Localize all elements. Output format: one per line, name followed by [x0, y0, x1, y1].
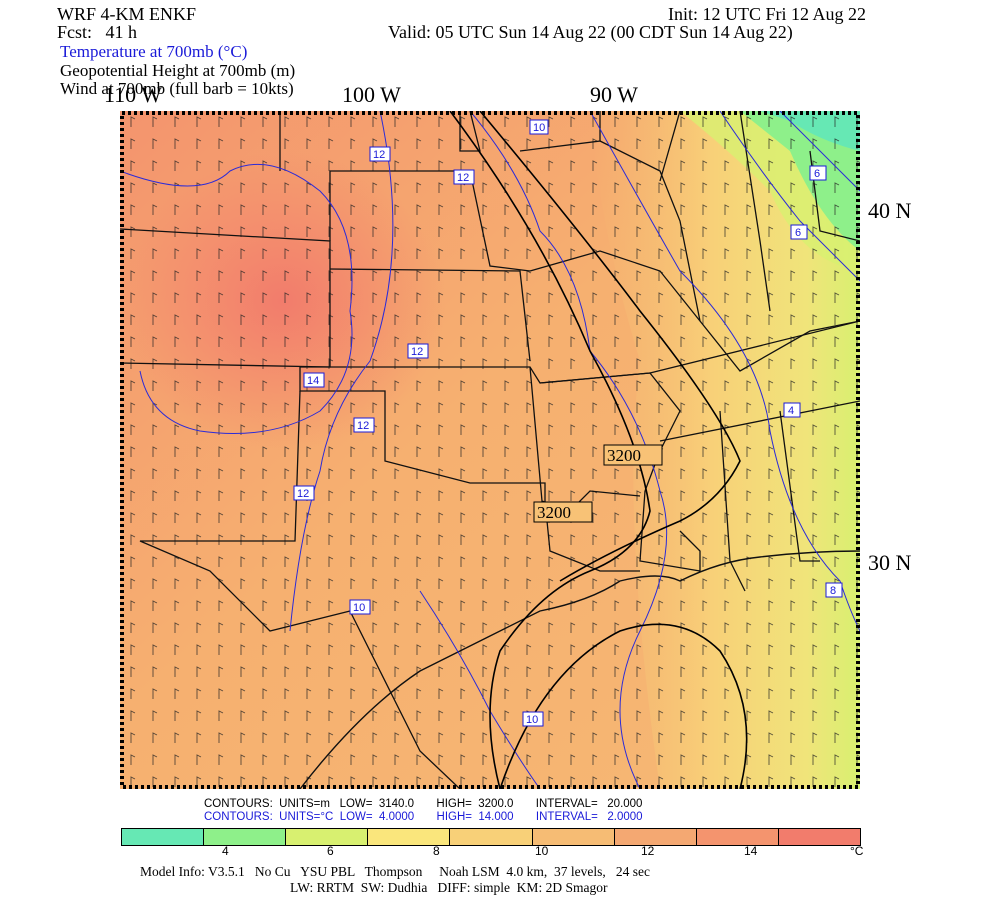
- colorbar-tick: 8: [433, 844, 440, 858]
- colorbar-tick: 10: [535, 844, 549, 858]
- lon-label-90w: 90 W: [590, 82, 638, 107]
- lon-label-100w: 100 W: [342, 82, 401, 107]
- contour-label: 10: [353, 602, 365, 614]
- colorbar-segment: [122, 829, 204, 845]
- colorbar-segment: [285, 829, 368, 845]
- colorbar-tick: 6: [327, 844, 334, 858]
- model-name: WRF 4-KM ENKF: [57, 4, 197, 24]
- height-contour-info: CONTOURS: UNITS=m LOW= 3140.0 HIGH= 3200…: [204, 798, 643, 810]
- colorbar-segment: [695, 829, 778, 845]
- contour-label: 10: [526, 714, 538, 726]
- colorbar-tick: 12: [641, 844, 655, 858]
- colorbar-segment: [367, 829, 450, 845]
- colorbar-segment: [613, 829, 696, 845]
- field-height-title: Geopotential Height at 700mb (m): [60, 61, 296, 80]
- contour-label: 12: [411, 346, 423, 358]
- contour-label: 4: [788, 405, 794, 417]
- lat-label-40n: 40 N: [868, 198, 912, 223]
- lon-label-110w: 110 W: [104, 82, 163, 107]
- lat-label-30n: 30 N: [868, 550, 912, 575]
- colorbar-tick: 14: [744, 844, 758, 858]
- contour-label: 12: [357, 420, 369, 432]
- height-label: 3200: [607, 446, 641, 465]
- field-temperature-title: Temperature at 700mb (°C): [60, 42, 248, 61]
- weather-map: 10 12 12 12 12 12 14 10 10 6 6 8 4 3200 …: [120, 111, 860, 789]
- height-contour-labels: 3200 3200: [533, 444, 663, 523]
- contour-label: 14: [307, 375, 319, 387]
- political-borders: [120, 111, 860, 789]
- colorbar-unit: °C: [850, 844, 864, 858]
- valid-time: Valid: 05 UTC Sun 14 Aug 22 (00 CDT Sun …: [388, 22, 793, 42]
- contour-label: 6: [795, 227, 801, 239]
- contour-label: 6: [814, 168, 820, 180]
- height-label: 3200: [537, 503, 571, 522]
- colorbar-segment: [449, 829, 532, 845]
- field-wind-title: Wind at 700mb (full barb = 10kts): [60, 79, 294, 98]
- contour-label: 10: [533, 122, 545, 134]
- wind-barbs: [120, 111, 860, 789]
- colorbar-segment: [531, 829, 614, 845]
- temperature-contour-info: CONTOURS: UNITS=°C LOW= 4.0000 HIGH= 14.…: [204, 811, 643, 823]
- colorbar-segment: [203, 829, 286, 845]
- contour-label: 12: [457, 172, 469, 184]
- gulf-coastline: [299, 550, 860, 789]
- contour-label: 8: [830, 585, 836, 597]
- forecast-hour: Fcst: 41 h: [57, 22, 138, 42]
- temperature-contour-labels: 10 12 12 12 12 12 14 10 10 6 6 8 4: [293, 119, 843, 727]
- temperature-colorbar: [121, 828, 861, 846]
- colorbar-tick: 4: [222, 844, 229, 858]
- model-info-line2: LW: RRTM SW: Dudhia DIFF: simple KM: 2D …: [290, 880, 608, 895]
- colorbar-segment: [777, 829, 860, 845]
- contour-label: 12: [373, 149, 385, 161]
- init-time: Init: 12 UTC Fri 12 Aug 22: [668, 4, 867, 24]
- contour-label: 12: [297, 488, 309, 500]
- map-frame: [120, 111, 860, 789]
- height-contours: [449, 111, 748, 789]
- model-info-line1: Model Info: V3.5.1 No Cu YSU PBL Thompso…: [140, 864, 650, 879]
